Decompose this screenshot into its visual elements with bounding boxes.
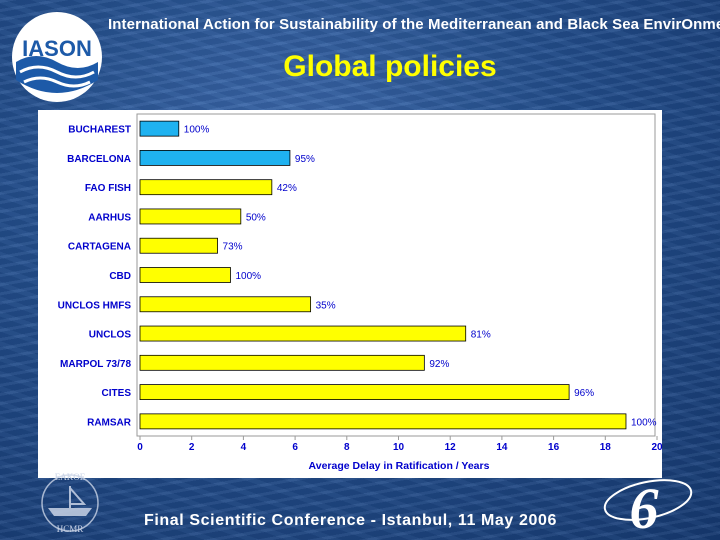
emblem-text-top: EAKOE bbox=[55, 472, 86, 482]
category-label: FAO FISH bbox=[85, 183, 131, 194]
bar-chart: BUCHAREST 100% BARCELONA 95% FAO FISH 42% AARH… bbox=[58, 113, 662, 472]
ship-icon bbox=[48, 508, 92, 516]
six-text: 6 bbox=[630, 476, 659, 534]
data-label: 92% bbox=[429, 359, 449, 370]
x-axis-title: Average Delay in Ratification / Years bbox=[309, 460, 490, 472]
data-label: 100% bbox=[631, 417, 657, 428]
data-label: 73% bbox=[223, 242, 243, 253]
category-label: CBD bbox=[109, 271, 131, 282]
bars-group: BUCHAREST 100% BARCELONA 95% FAO FISH 42% AARH… bbox=[58, 120, 657, 430]
x-tick-label: 6 bbox=[292, 442, 298, 453]
x-tick-label: 4 bbox=[241, 442, 247, 453]
hcmr-emblem: EAKOE HCMR bbox=[41, 472, 99, 534]
x-tick-label: 18 bbox=[600, 442, 612, 453]
bar-marpol-73-78 bbox=[139, 354, 425, 371]
bar-unclos-hmfs bbox=[139, 296, 312, 313]
iason-logo: IASON bbox=[12, 12, 102, 102]
x-tick-label: 10 bbox=[393, 442, 405, 453]
bar-cartagena bbox=[139, 237, 218, 254]
category-label: RAMSAR bbox=[87, 417, 132, 428]
footer-text: Final Scientific Conference - Istanbul, … bbox=[144, 512, 557, 529]
logo-text: IASON bbox=[22, 36, 92, 61]
category-label: UNCLOS bbox=[89, 330, 132, 341]
logo-wave-icon bbox=[16, 56, 98, 93]
bar-cbd bbox=[139, 267, 231, 283]
category-label: CITES bbox=[102, 388, 132, 399]
chart-panel: BUCHAREST 100% BARCELONA 95% FAO FISH 42% AARH… bbox=[38, 110, 662, 478]
data-label: 95% bbox=[295, 154, 315, 165]
category-label: BUCHAREST bbox=[68, 125, 131, 136]
x-tick-label: 2 bbox=[189, 442, 195, 453]
x-tick-label: 12 bbox=[445, 442, 457, 453]
bar-bucharest bbox=[139, 120, 180, 137]
page-title: Global policies bbox=[283, 50, 497, 83]
bar-aarhus bbox=[139, 208, 242, 225]
program-six-logo: 6 bbox=[603, 476, 693, 534]
bar-ramsar bbox=[139, 413, 627, 430]
emblem-text-bottom: HCMR bbox=[57, 524, 84, 534]
x-tick-label: 20 bbox=[651, 442, 662, 453]
x-tick-label: 0 bbox=[137, 442, 143, 453]
bar-fao-fish bbox=[139, 179, 273, 196]
data-label: 42% bbox=[277, 183, 297, 194]
x-tick-label: 8 bbox=[344, 442, 350, 453]
x-tick-label: 16 bbox=[548, 442, 560, 453]
plot-area-border bbox=[136, 113, 656, 437]
data-label: 81% bbox=[471, 330, 491, 341]
category-label: CARTAGENA bbox=[68, 242, 131, 253]
category-label: UNCLOS HMFS bbox=[58, 300, 132, 311]
data-label: 100% bbox=[235, 271, 261, 282]
data-label: 35% bbox=[316, 300, 336, 311]
category-label: BARCELONA bbox=[67, 154, 131, 165]
x-tick-label: 14 bbox=[496, 442, 508, 453]
data-label: 96% bbox=[574, 388, 594, 399]
bar-cites bbox=[139, 384, 570, 400]
data-label: 100% bbox=[184, 125, 210, 136]
bar-barcelona bbox=[139, 150, 291, 166]
category-label: AARHUS bbox=[88, 212, 131, 223]
data-label: 50% bbox=[246, 212, 266, 223]
category-label: MARPOL 73/78 bbox=[60, 359, 131, 370]
bar-unclos bbox=[139, 325, 467, 342]
header-banner: International Action for Sustainability … bbox=[108, 16, 720, 33]
